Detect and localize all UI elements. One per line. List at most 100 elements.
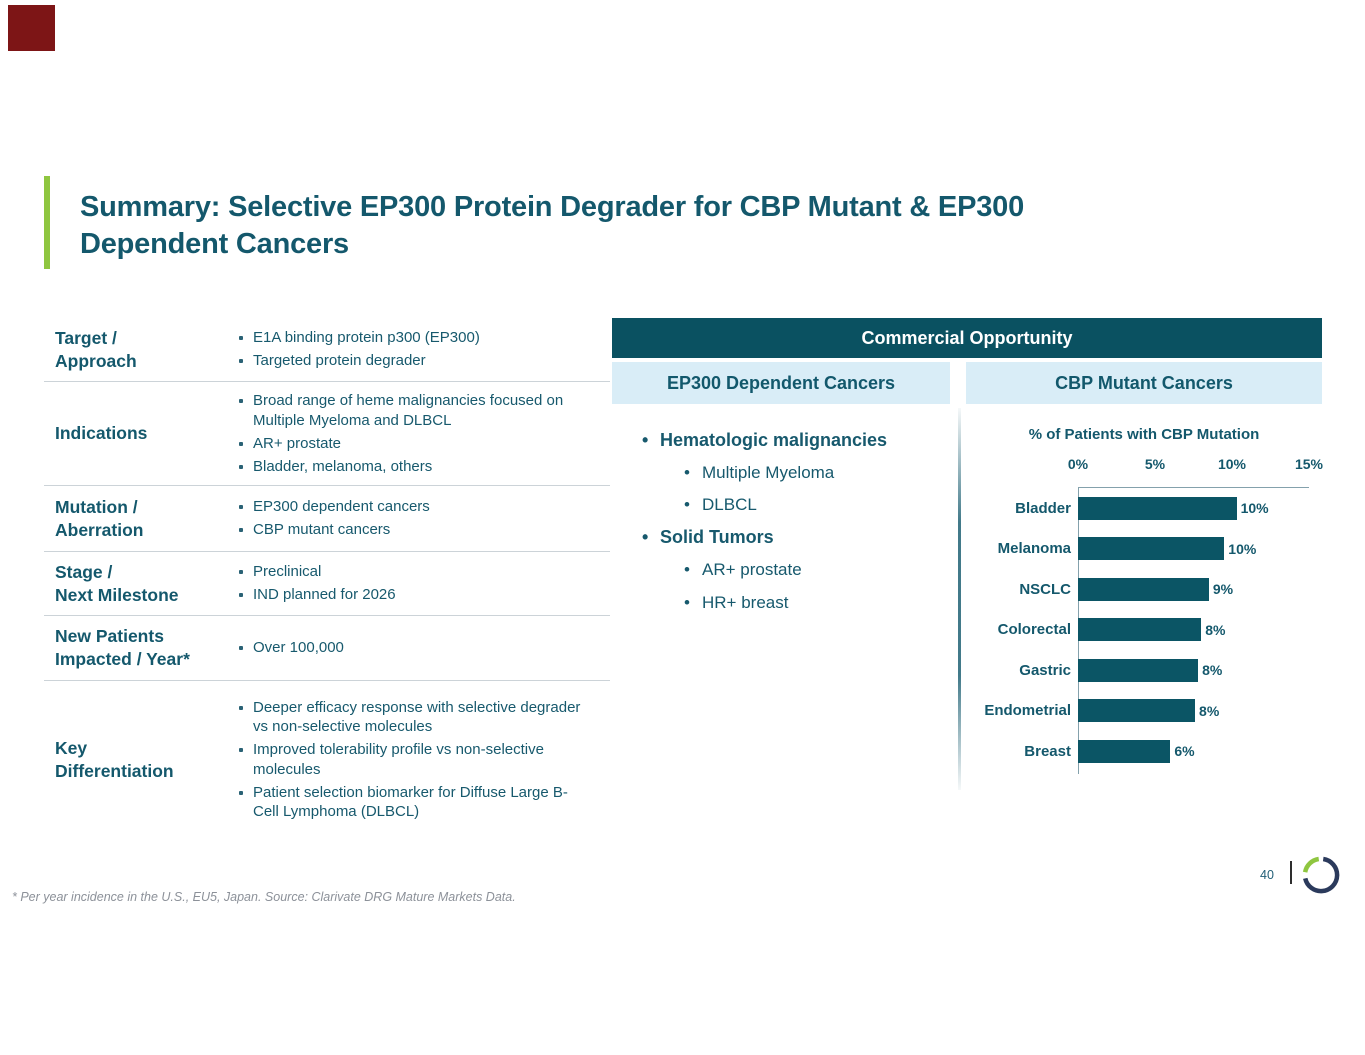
- indication-sub-label: Multiple Myeloma: [702, 462, 835, 482]
- chart-value-label: 10%: [1240, 500, 1269, 517]
- table-row-items: EP300 dependent cancers CBP mutant cancer…: [237, 494, 610, 544]
- chart-tick-label: 10%: [1217, 456, 1247, 472]
- bullet-text: IND planned for 2026: [253, 586, 396, 604]
- table-row-label-line: Aberration: [55, 519, 144, 540]
- table-row: Mutation / Aberration EP300 dependent canc…: [44, 486, 610, 552]
- table-row-label-line: Approach: [55, 350, 137, 371]
- indication-sub-label: HR+ breast: [702, 592, 789, 612]
- red-square-marker: [8, 5, 55, 51]
- chart-bar: [1078, 658, 1199, 682]
- bullet-icon: [237, 497, 253, 517]
- bullet-icon: [237, 434, 253, 454]
- table-row-label-line: Key: [55, 737, 88, 758]
- chart-bar: [1078, 699, 1196, 723]
- chart-tick-label: 5%: [1144, 456, 1166, 472]
- bullet-icon: [237, 562, 253, 582]
- bullet-item: Preclinical: [237, 562, 610, 582]
- bullet-text: E1A binding protein p300 (EP300): [253, 329, 480, 347]
- footnote: * Per year incidence in the U.S., EU5, J…: [12, 890, 516, 904]
- table-row: New Patients Impacted / Year* Over 100,000: [44, 616, 610, 681]
- page-title-line: Summary: Selective EP300 Protein Degrade…: [80, 191, 1025, 223]
- indication-group: • Hematologic malignancies: [630, 424, 955, 457]
- table-row-label: Mutation / Aberration: [44, 496, 237, 542]
- bullet-text: Targeted protein degrader: [253, 352, 426, 370]
- bullet-text: Deeper efficacy response with selective …: [253, 698, 581, 736]
- chart-row: Breast 6%: [966, 731, 1336, 772]
- table-row-label-line: Target /: [55, 327, 117, 348]
- bullet-item: EP300 dependent cancers: [237, 497, 610, 517]
- table-row-label: Target / Approach: [44, 327, 237, 373]
- bullet-text: EP300 dependent cancers: [253, 498, 430, 516]
- bullet-text: CBP mutant cancers: [253, 521, 391, 539]
- indication-sub-label: DLBCL: [702, 495, 757, 515]
- bullet-item: CBP mutant cancers: [237, 520, 610, 540]
- chart-category-label: Colorectal: [997, 621, 1071, 639]
- commercial-opportunity-header: Commercial Opportunity: [612, 318, 1322, 358]
- indication-sub-item: • Multiple Myeloma: [630, 457, 955, 490]
- bullet-icon: •: [684, 560, 690, 580]
- ep300-dependent-cancers-panel: EP300 Dependent Cancers: [612, 362, 950, 404]
- indication-sub-label: AR+ prostate: [702, 560, 802, 580]
- chart-bar: [1078, 577, 1209, 601]
- bullet-item: E1A binding protein p300 (EP300): [237, 328, 610, 348]
- bullet-icon: •: [684, 462, 690, 482]
- bullet-icon: •: [684, 495, 690, 515]
- chart-value-label: 8%: [1202, 662, 1223, 679]
- chart-x-axis-ticks: 0% 5% 10% 15%: [966, 456, 1336, 474]
- bullet-text: Preclinical: [253, 563, 322, 581]
- chart-title: % of Patients with CBP Mutation: [1028, 426, 1260, 443]
- table-row-label: Indications: [44, 422, 237, 445]
- chart-value-label: 9%: [1212, 581, 1234, 598]
- bullet-icon: [237, 638, 253, 658]
- bullet-icon: •: [684, 592, 690, 612]
- chart-category-label: Breast: [1024, 742, 1071, 760]
- table-row-label-line: Mutation /: [55, 496, 138, 517]
- chart-category-label: Melanoma: [997, 540, 1071, 558]
- footer-divider: [1290, 861, 1292, 884]
- chart-row: NSCLC 9%: [966, 569, 1336, 610]
- bullet-item: IND planned for 2026: [237, 585, 610, 605]
- chart-value-label: 6%: [1174, 743, 1195, 760]
- indication-group: • Solid Tumors: [630, 522, 955, 555]
- ep300-indication-list: • Hematologic malignancies • Multiple Myelo…: [630, 424, 955, 619]
- page-title: Summary: Selective EP300 Protein Degrade…: [80, 189, 1260, 262]
- table-row-label-line: Differentiation: [55, 760, 174, 781]
- bullet-text: Improved tolerability profile vs non-sel…: [253, 741, 544, 778]
- bullet-icon: [237, 457, 253, 477]
- bullet-icon: [237, 698, 253, 737]
- bullet-icon: [237, 328, 253, 348]
- indication-sub-item: • HR+ breast: [630, 587, 955, 620]
- table-row-items: Over 100,000: [237, 635, 610, 662]
- chart-bar: [1078, 618, 1202, 642]
- bullet-item: Over 100,000: [237, 638, 610, 658]
- bullet-item: Deeper efficacy response with selective …: [237, 698, 610, 737]
- cbp-mutant-cancers-panel: CBP Mutant Cancers: [966, 362, 1322, 404]
- bullet-icon: [237, 585, 253, 605]
- table-row-label-line: Next Milestone: [55, 584, 179, 605]
- page-number: 40: [1260, 868, 1274, 882]
- chart-category-label: NSCLC: [1019, 580, 1071, 598]
- title-accent-bar: [44, 176, 50, 269]
- indication-group-label: Solid Tumors: [660, 527, 774, 548]
- table-row-items: Broad range of heme malignancies focused…: [237, 388, 610, 480]
- chart-bar: [1078, 537, 1225, 561]
- table-row-label-line: Impacted / Year*: [55, 649, 190, 669]
- table-row-label: Key Differentiation: [44, 737, 237, 783]
- chart-row: Endometrial 8%: [966, 691, 1336, 732]
- chart-row: Bladder 10%: [966, 488, 1336, 529]
- bullet-text: Patient selection biomarker for Diffuse …: [253, 783, 568, 821]
- bullet-icon: [237, 351, 253, 371]
- bullet-item: Broad range of heme malignancies focused…: [237, 391, 610, 430]
- chart-value-label: 8%: [1205, 621, 1226, 638]
- table-row: Key Differentiation Deeper efficacy respon…: [44, 681, 610, 838]
- product-profile-table: Target / Approach E1A binding protein p300…: [44, 318, 610, 838]
- chart-bar: [1078, 496, 1237, 520]
- bullet-item: Targeted protein degrader: [237, 351, 610, 371]
- bullet-text: Broad range of heme malignancies focused…: [253, 392, 564, 429]
- indication-group-label: Hematologic malignancies: [660, 429, 888, 450]
- chart-tick-label: 15%: [1294, 456, 1324, 472]
- chart-category-label: Bladder: [1015, 499, 1071, 517]
- column-divider: [958, 408, 961, 790]
- bullet-icon: •: [642, 429, 649, 450]
